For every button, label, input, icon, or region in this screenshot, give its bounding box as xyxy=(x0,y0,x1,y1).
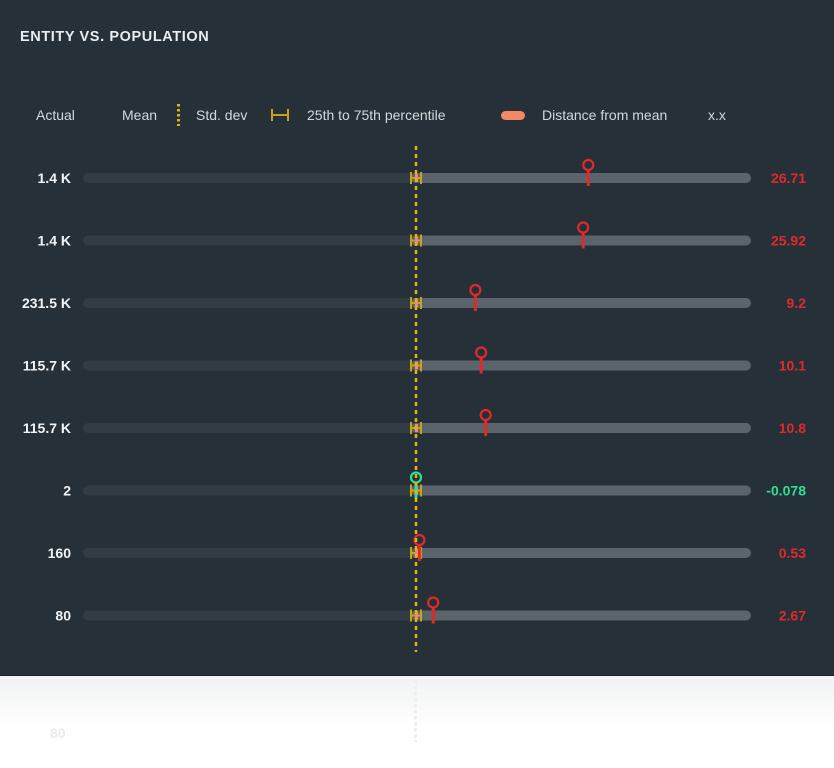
faded-row-reflection: 80 xyxy=(0,676,834,768)
percentile-range-7 xyxy=(415,611,418,620)
distance-marker-3 xyxy=(475,346,488,359)
panel-title: ENTITY VS. POPULATION xyxy=(20,29,210,45)
entity-vs-population-panel: ENTITY VS. POPULATION Actual Mean Std. d… xyxy=(0,0,834,676)
actual-value-5: 2 xyxy=(63,483,71,499)
actual-value-7: 80 xyxy=(55,608,71,624)
actual-value-4: 115.7 K xyxy=(23,420,71,436)
actual-value-2: 231.5 K xyxy=(22,295,71,311)
faded-actual-value: 80 xyxy=(50,725,66,741)
legend-distance-sample: x.x xyxy=(708,107,726,123)
distance-value-2: 9.2 xyxy=(787,295,807,311)
distance-value-7: 2.67 xyxy=(779,608,806,624)
distance-value-3: 10.1 xyxy=(779,358,806,374)
comparison-chart: 1.4 K 26.71 1.4 K 25.92 231.5 K 9.2 115.7 K 10.… xyxy=(22,146,807,652)
legend-percentile: 25th to 75th percentile xyxy=(307,107,446,123)
legend: Actual Mean Std. dev 25th to 75th percen… xyxy=(0,100,834,130)
distance-marker-1 xyxy=(577,221,590,234)
legend-std-dev: Std. dev xyxy=(196,107,248,123)
legend-actual: Actual xyxy=(36,107,75,123)
distance-marker-7 xyxy=(427,596,440,609)
distance-marker-6 xyxy=(413,533,426,547)
percentile-range-6 xyxy=(415,549,418,557)
actual-value-0: 1.4 K xyxy=(38,170,71,186)
distance-value-5: -0.078 xyxy=(766,483,806,499)
distance-marker-4 xyxy=(479,408,492,422)
legend-distance: Distance from mean xyxy=(542,107,668,123)
actual-value-6: 160 xyxy=(48,545,72,561)
std-dev-bracket-icon xyxy=(271,109,289,121)
actual-value-1: 1.4 K xyxy=(38,233,71,249)
distance-marker-2 xyxy=(469,283,482,297)
distance-value-4: 10.8 xyxy=(779,420,806,436)
actual-value-3: 115.7 K xyxy=(23,358,71,374)
distance-value-6: 0.53 xyxy=(779,545,806,561)
mean-line-icon xyxy=(177,104,180,126)
legend-mean: Mean xyxy=(122,107,158,123)
distance-marker-0 xyxy=(582,158,595,172)
distance-value-0: 26.71 xyxy=(771,170,806,186)
percentile-pill-icon xyxy=(501,111,525,120)
percentile-range-2 xyxy=(415,299,418,307)
distance-value-1: 25.92 xyxy=(771,233,806,249)
faded-mean-line xyxy=(414,680,417,742)
percentile-range-1 xyxy=(415,236,418,245)
